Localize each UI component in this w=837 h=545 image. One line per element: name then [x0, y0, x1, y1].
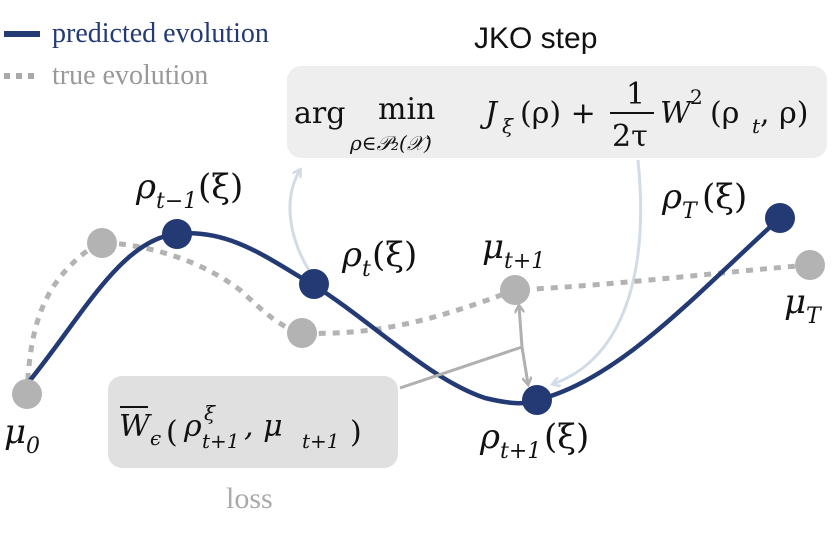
true-node-mu0 — [12, 379, 42, 409]
true-evolution-path — [24, 239, 811, 395]
jko-w-end: , ρ) — [760, 96, 808, 131]
predicted-evolution-path — [25, 216, 782, 406]
jko-arrow-out — [288, 170, 312, 273]
label-mu-T-main: μ — [784, 282, 806, 322]
legend-predicted-label: predicted evolution — [52, 18, 269, 49]
label-rho-tm1-main: ρ — [135, 167, 156, 207]
label-rho-tm1-tail: (ξ) — [198, 167, 243, 207]
label-rho-t-main: ρ — [341, 235, 362, 275]
label-rho-t: ρ t (ξ) — [341, 235, 417, 282]
legend-true-label: true evolution — [52, 60, 208, 91]
loss-w-sub: ϵ — [150, 426, 161, 450]
label-mu-tp1: μ t+1 — [482, 227, 545, 274]
label-rho-tm1-sub: t−1 — [156, 189, 197, 214]
label-rho-T-main: ρ — [661, 177, 682, 217]
label-mu-T: μ T — [784, 282, 823, 329]
label-rho-tp1-main: ρ — [479, 417, 500, 457]
label-rho-T: ρ T (ξ) — [661, 177, 747, 224]
jko-title: JKO step — [474, 22, 597, 55]
predicted-node-t — [299, 269, 329, 299]
label-rho-T-sub: T — [682, 199, 699, 224]
loss-close-paren: ) — [350, 415, 362, 450]
true-node-1 — [87, 228, 117, 258]
loss-mu-sub: t+1 — [302, 429, 340, 453]
predicted-path-gap — [659, 327, 673, 342]
loss-rho: ρ — [183, 409, 202, 444]
jko-w-sup: 2 — [690, 85, 703, 109]
predicted-node-T — [765, 203, 795, 233]
true-node-mu-T — [795, 250, 825, 280]
predicted-node-tp1 — [522, 385, 552, 415]
loss-box — [108, 376, 398, 468]
loss-comma-mu: , μ — [244, 409, 283, 444]
loss-rho-sup: ξ — [204, 401, 216, 425]
label-rho-t-tail: (ξ) — [372, 235, 417, 275]
loss-arrow-down — [520, 346, 528, 384]
label-mu-0: μ 0 — [4, 412, 40, 459]
label-rho-tp1-tail: (ξ) — [544, 417, 589, 457]
legend: predicted evolution true evolution — [4, 18, 269, 91]
loss-open-paren: ( — [166, 415, 178, 450]
loss-word: loss — [226, 482, 273, 515]
jko-min-sub: ρ∈𝒫₂(𝒳) — [349, 131, 432, 155]
loss-rho-sub: t+1 — [202, 429, 240, 453]
loss-arrow-up — [519, 306, 522, 348]
jko-min: min — [378, 92, 435, 127]
label-mu-T-sub: T — [806, 304, 823, 329]
jko-box — [287, 66, 827, 158]
jko-j-sub: ξ — [502, 114, 514, 138]
label-rho-t-sub: t — [362, 257, 371, 282]
label-rho-tp1-sub: t+1 — [500, 439, 541, 464]
jko-j-arg: (ρ) + — [520, 96, 596, 131]
loss-w: W — [119, 409, 152, 444]
label-mu-tp1-sub: t+1 — [504, 249, 545, 274]
predicted-node-tm1 — [162, 219, 192, 249]
jko-w-sub: t — [752, 114, 761, 138]
true-node-2 — [287, 318, 317, 348]
loss-connector — [399, 345, 523, 390]
label-mu-0-main: μ — [4, 412, 26, 452]
jko-frac-num: 1 — [626, 77, 645, 112]
label-rho-T-tail: (ξ) — [702, 177, 747, 217]
label-mu-tp1-main: μ — [482, 227, 504, 267]
jko-w: W — [660, 96, 693, 131]
label-rho-tm1: ρ t−1 (ξ) — [135, 167, 243, 214]
jko-w-arg: (ρ — [710, 96, 739, 131]
jko-arrow-in — [553, 159, 642, 384]
loss-formula: W ϵ ( ρ ξ t+1 , μ t+1 ) — [119, 401, 362, 453]
true-node-mu-tp1 — [500, 275, 530, 305]
label-mu-0-sub: 0 — [26, 434, 40, 459]
jko-frac-den: 2τ — [612, 119, 648, 154]
label-rho-tp1: ρ t+1 (ξ) — [479, 417, 589, 464]
jko-arg: arg — [294, 96, 345, 131]
